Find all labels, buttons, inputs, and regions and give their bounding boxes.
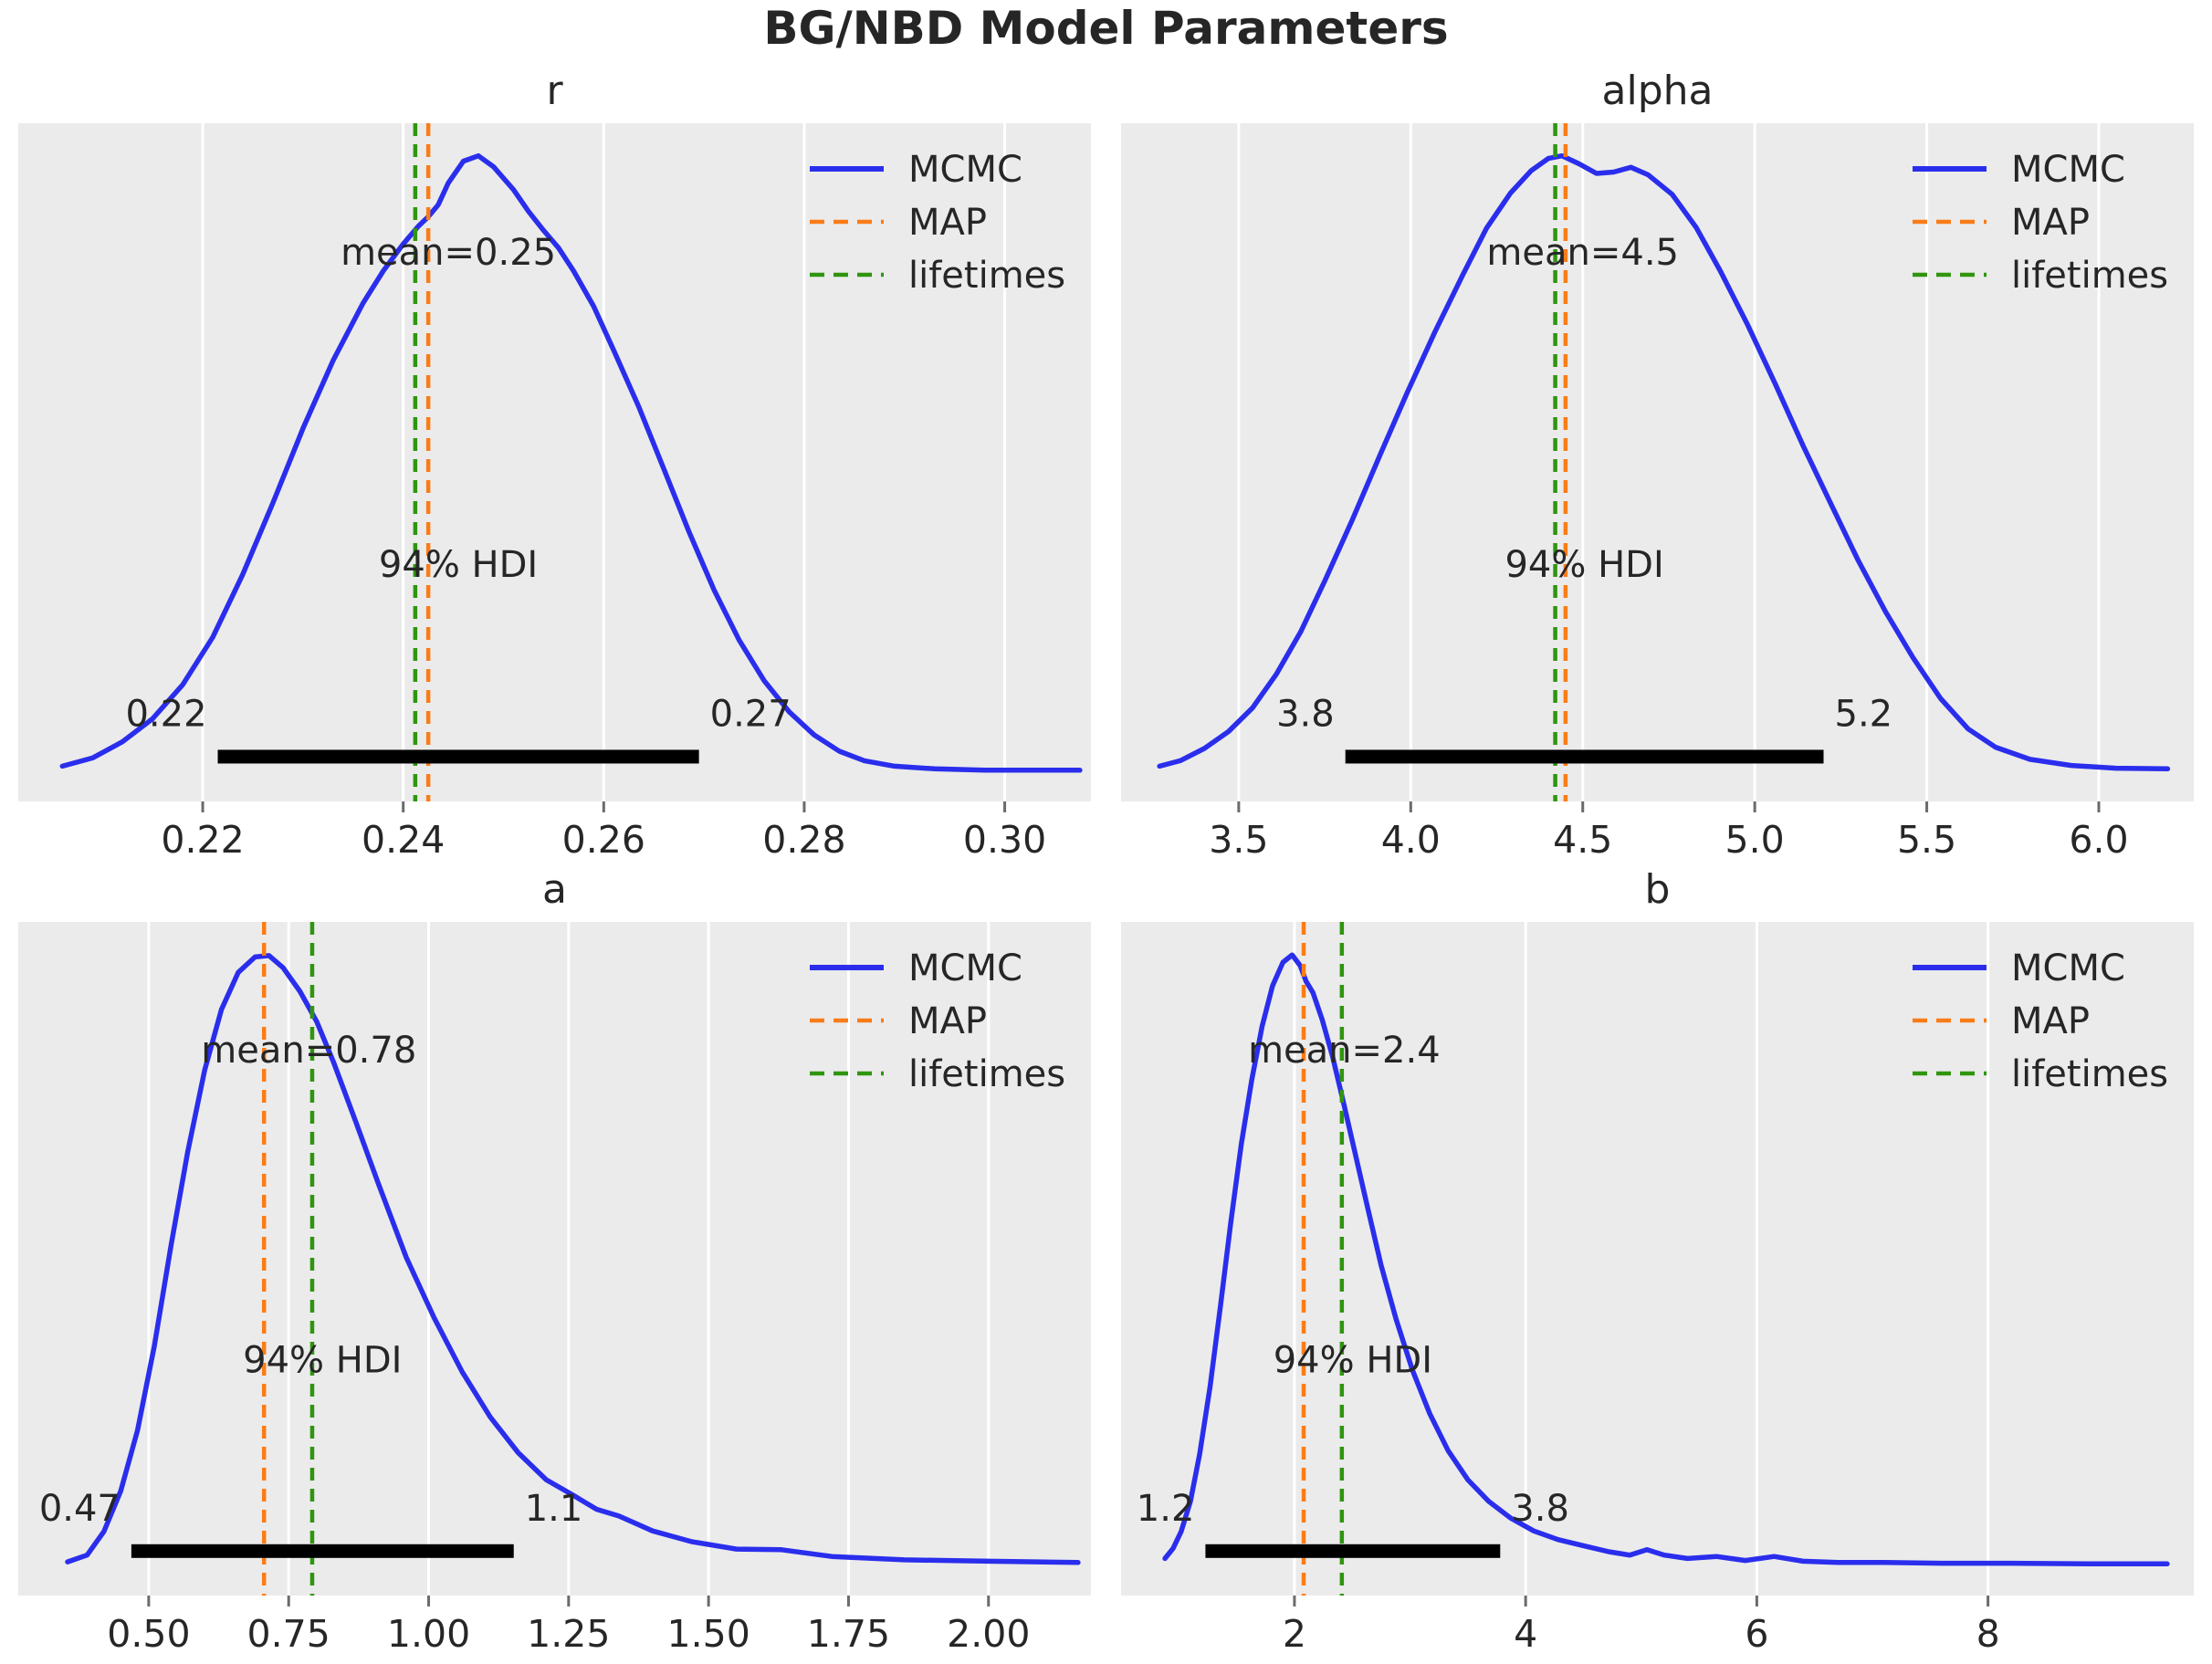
subplot-r: r 0.22 0.27 94% HDI mean=0.25 0.22 0.24 0.26 0.… [18,53,1091,865]
mean-label: mean=0.25 [341,232,556,274]
subplot-title-b: b [1644,866,1671,913]
mcmc-curve [65,953,1081,1565]
kde-plot-svg: 0.47 1.1 94% HDI mean=0.78 0.50 0.75 1.00 1.25 1… [18,922,1091,1656]
hdi-lower-label: 0.47 [39,1488,121,1530]
figure-title: BG/NBD Model Parameters [763,2,1449,55]
x-tick-label: 0.24 [362,818,445,862]
legend-lifetimes-label: lifetimes [2011,255,2168,297]
axes-background [1121,922,2194,1596]
x-tick-label: 6.0 [2069,818,2128,862]
kde-plot-svg: 3.8 5.2 94% HDI mean=4.5 3.5 4.0 4.5 5.0 5.5 6.0 M… [1121,123,2194,862]
legend-map-label: MAP [2011,1000,2090,1042]
x-tick-label: 5.0 [1725,818,1785,862]
x-tick-label: 3.5 [1209,818,1268,862]
hdi-upper-label: 1.1 [525,1488,583,1530]
legend-map-label: MAP [908,1000,987,1042]
hdi-percent-label: 94% HDI [1504,544,1663,586]
subplot-b: b 1.2 3.8 94% HDI mean=2.4 2 4 6 8 MCMC MAP lifeti… [1121,852,2194,1659]
legend-map-label: MAP [2011,202,2090,244]
x-tick-label: 0.50 [107,1612,190,1656]
axes-background [18,123,1091,801]
x-tick-label: 4.5 [1553,818,1612,862]
x-tick-label: 0.26 [562,818,645,862]
mcmc-curve [1157,152,2171,772]
hdi-bar [1345,749,1824,764]
kde-plot-svg: 0.22 0.27 94% HDI mean=0.25 0.22 0.24 0.26 0.28… [18,123,1091,862]
hdi-bar [131,1544,514,1558]
kde-plot-alpha: 3.8 5.2 94% HDI mean=4.5 3.5 4.0 4.5 5.0 5.5 6.0 M… [1121,123,2194,867]
hdi-bar [1205,1544,1501,1558]
hdi-lower-label: 3.8 [1276,693,1335,735]
legend-mcmc-label: MCMC [2011,947,2125,989]
hdi-upper-label: 5.2 [1835,693,1893,735]
mcmc-curve [59,152,1083,773]
x-tick-label: 0.75 [247,1612,330,1656]
mean-label: mean=4.5 [1486,232,1679,274]
hdi-upper-label: 3.8 [1511,1488,1569,1530]
x-tick-label: 4.0 [1381,818,1441,862]
hdi-upper-label: 0.27 [710,693,791,735]
hdi-percent-label: 94% HDI [379,544,538,586]
x-tick-label: 4 [1514,1612,1537,1656]
x-tick-label: 0.30 [963,818,1046,862]
mcmc-curve [1162,952,2170,1567]
hdi-lower-label: 0.22 [125,693,206,735]
x-tick-label: 1.00 [387,1612,470,1656]
hdi-bar [217,749,699,764]
x-tick-label: 8 [1976,1612,2000,1656]
x-tick-label: 2.00 [947,1612,1030,1656]
legend-lifetimes-label: lifetimes [908,255,1065,297]
legend-lifetimes-label: lifetimes [2011,1053,2168,1095]
subplot-alpha: alpha 3.8 5.2 94% HDI mean=4.5 3.5 4.0 4.5 5.0 5… [1121,53,2194,865]
x-tick-label: 2 [1283,1612,1306,1656]
x-tick-label: 6 [1745,1612,1768,1656]
legend-mcmc-label: MCMC [908,149,1022,191]
x-tick-label: 0.28 [762,818,845,862]
kde-plot-svg: 1.2 3.8 94% HDI mean=2.4 2 4 6 8 MCMC MAP lifetime… [1121,922,2194,1656]
subplot-title-alpha: alpha [1601,68,1714,114]
mean-label: mean=0.78 [201,1030,416,1072]
legend-mcmc-label: MCMC [2011,149,2125,191]
kde-plot-a: 0.47 1.1 94% HDI mean=0.78 0.50 0.75 1.00 1.25 1… [18,922,1091,1661]
x-tick-label: 0.22 [161,818,244,862]
x-tick-label: 1.50 [666,1612,750,1656]
x-tick-label: 1.25 [527,1612,610,1656]
subplot-a: a 0.47 1.1 94% HDI mean=0.78 0.50 0.75 1.00 1.2… [18,852,1091,1659]
legend-mcmc-label: MCMC [908,947,1022,989]
hdi-percent-label: 94% HDI [243,1340,402,1382]
subplot-title-a: a [542,866,567,913]
x-tick-label: 1.75 [807,1612,890,1656]
x-tick-label: 5.5 [1897,818,1956,862]
hdi-lower-label: 1.2 [1137,1488,1195,1530]
legend-map-label: MAP [908,202,987,244]
kde-plot-r: 0.22 0.27 94% HDI mean=0.25 0.22 0.24 0.26 0.28… [18,123,1091,867]
hdi-percent-label: 94% HDI [1274,1340,1432,1382]
mean-label: mean=2.4 [1248,1030,1441,1072]
axes-background [1121,123,2194,801]
legend-lifetimes-label: lifetimes [908,1053,1065,1095]
subplot-title-r: r [546,68,563,114]
kde-plot-b: 1.2 3.8 94% HDI mean=2.4 2 4 6 8 MCMC MAP lifetime… [1121,922,2194,1661]
